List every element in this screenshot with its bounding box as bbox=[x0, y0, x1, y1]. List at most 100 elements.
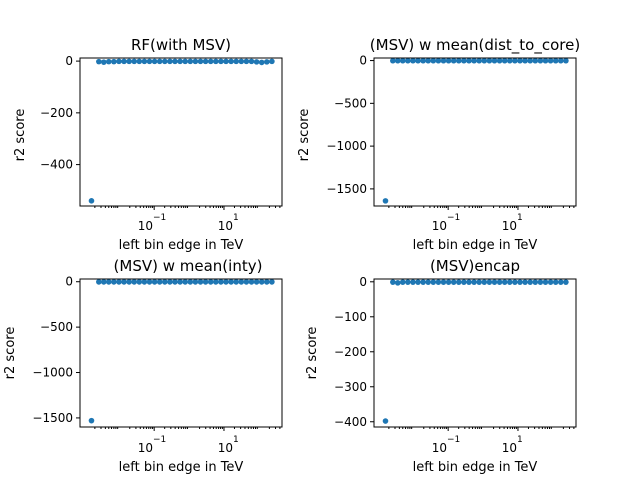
plot-frame bbox=[79, 278, 283, 428]
data-point bbox=[212, 58, 219, 65]
data-point bbox=[258, 279, 265, 285]
data-point bbox=[116, 58, 122, 65]
y-tick-label: 0 bbox=[65, 54, 73, 68]
data-point bbox=[450, 279, 457, 285]
data-point bbox=[156, 58, 163, 65]
y-tick-label: −1500 bbox=[326, 182, 367, 196]
data-points bbox=[382, 279, 569, 424]
x-tick-label: −1 bbox=[447, 435, 460, 445]
x-tick-label: 10 bbox=[432, 441, 447, 455]
data-point bbox=[182, 279, 188, 285]
y-tick-label: −200 bbox=[40, 106, 73, 120]
data-point bbox=[517, 57, 523, 64]
data-point bbox=[491, 279, 498, 285]
data-point bbox=[501, 57, 508, 64]
data-point bbox=[552, 57, 559, 64]
data-point bbox=[501, 279, 508, 285]
data-point bbox=[542, 279, 549, 285]
y-axis-label: r2 score bbox=[13, 109, 28, 162]
data-point bbox=[212, 279, 219, 285]
data-point bbox=[390, 57, 396, 64]
data-point bbox=[496, 57, 503, 64]
data-point bbox=[399, 57, 406, 64]
x-tick-label: 10 bbox=[502, 441, 517, 455]
data-point bbox=[202, 279, 209, 285]
data-point bbox=[425, 57, 432, 64]
data-point bbox=[382, 198, 389, 204]
data-point bbox=[522, 279, 528, 285]
data-point bbox=[161, 279, 168, 285]
x-tick-label: 10 bbox=[138, 441, 153, 455]
data-point bbox=[263, 279, 270, 285]
data-point bbox=[461, 279, 467, 285]
data-point bbox=[126, 279, 132, 285]
data-points bbox=[88, 58, 275, 204]
data-point bbox=[476, 279, 482, 285]
data-point bbox=[218, 279, 224, 285]
data-point bbox=[537, 57, 544, 64]
data-point bbox=[146, 279, 153, 285]
data-point bbox=[394, 280, 401, 286]
data-point bbox=[269, 58, 275, 65]
data-point bbox=[552, 279, 559, 285]
data-point bbox=[415, 57, 421, 64]
data-point bbox=[136, 58, 143, 65]
plot-frame bbox=[373, 278, 577, 428]
y-ticks: 0 −100 −200 −300 −400 bbox=[334, 275, 374, 429]
data-point bbox=[146, 58, 153, 65]
data-point bbox=[430, 57, 437, 64]
data-point bbox=[207, 58, 214, 65]
plot-frame bbox=[79, 57, 283, 207]
data-point bbox=[390, 279, 396, 285]
data-point bbox=[88, 198, 95, 204]
data-point bbox=[563, 57, 569, 64]
data-point bbox=[455, 279, 462, 285]
data-point bbox=[105, 58, 112, 65]
data-point bbox=[192, 58, 199, 65]
data-point bbox=[563, 279, 569, 285]
data-point bbox=[151, 279, 158, 285]
data-point bbox=[197, 279, 204, 285]
data-point bbox=[253, 279, 260, 285]
data-point bbox=[192, 279, 199, 285]
data-point bbox=[461, 57, 467, 64]
data-point bbox=[476, 57, 482, 64]
data-point bbox=[100, 59, 107, 65]
data-point bbox=[547, 279, 554, 285]
data-point bbox=[111, 279, 117, 285]
data-point bbox=[471, 279, 477, 285]
data-point bbox=[547, 57, 554, 64]
data-points bbox=[88, 279, 275, 424]
data-point bbox=[405, 279, 411, 285]
data-point bbox=[440, 279, 447, 285]
data-point bbox=[248, 279, 255, 285]
data-point bbox=[263, 59, 270, 65]
data-point bbox=[218, 58, 224, 65]
data-point bbox=[522, 57, 528, 64]
data-point bbox=[233, 279, 239, 285]
data-point bbox=[382, 418, 389, 424]
subplot-4: (MSV)encap left bin edge in TeV r2 score… bbox=[305, 257, 577, 475]
y-tick-label: −100 bbox=[334, 310, 367, 324]
data-point bbox=[466, 279, 472, 285]
x-tick-label: 1 bbox=[233, 213, 239, 223]
data-point bbox=[455, 57, 462, 64]
data-point bbox=[116, 279, 122, 285]
data-point bbox=[532, 57, 539, 64]
x-tick-label: 10 bbox=[138, 219, 153, 233]
subplot-title: (MSV) w mean(dist_to_core) bbox=[370, 36, 580, 55]
data-point bbox=[506, 279, 513, 285]
data-point bbox=[96, 58, 102, 65]
data-point bbox=[512, 57, 518, 64]
data-point bbox=[105, 279, 112, 285]
data-point bbox=[425, 279, 432, 285]
data-point bbox=[207, 279, 214, 285]
data-point bbox=[440, 57, 447, 64]
data-point bbox=[445, 57, 452, 64]
plot-frame bbox=[373, 57, 577, 207]
data-point bbox=[187, 58, 194, 65]
data-point bbox=[557, 57, 564, 64]
x-axis-label: left bin edge in TeV bbox=[413, 238, 538, 253]
data-point bbox=[517, 279, 523, 285]
data-point bbox=[167, 58, 173, 65]
